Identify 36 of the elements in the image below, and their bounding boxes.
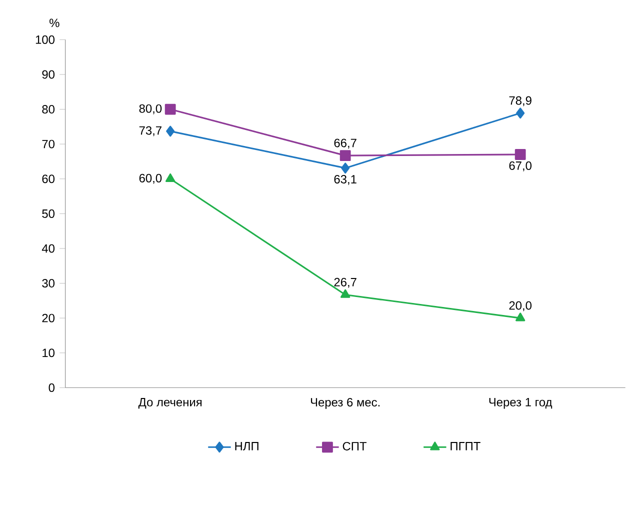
y-tick-label: 100: [36, 35, 55, 44]
y-tick-label: 0: [48, 383, 55, 392]
data-label: 67,0: [509, 161, 532, 172]
data-label: 20,0: [509, 301, 532, 312]
y-tick-label: 10: [42, 348, 55, 358]
data-label: 73,7: [139, 126, 162, 136]
y-tick-label: 20: [42, 314, 55, 322]
legend-label: НЛП: [235, 442, 258, 450]
y-tick-label: 60: [42, 174, 55, 184]
point: [514, 149, 526, 160]
point: [516, 312, 526, 322]
data-label: 63,1: [334, 175, 356, 185]
legend-label: СПТ: [342, 442, 367, 450]
point: [340, 289, 350, 298]
point: [341, 162, 350, 174]
y-tick-label: 70: [42, 140, 55, 148]
y-tick-label: 30: [42, 279, 55, 288]
y-tick-label: 40: [42, 244, 55, 253]
point: [516, 108, 525, 119]
y-axis-title: %: [50, 18, 60, 28]
point: [166, 173, 176, 182]
point: [164, 104, 176, 115]
point: [166, 126, 175, 137]
data-label: 78,9: [509, 96, 532, 106]
y-tick-label: 90: [42, 70, 55, 79]
data-label: 26,7: [334, 278, 356, 288]
y-tick-label: 80: [42, 105, 55, 114]
x-tick-label: Через 6 мес.: [310, 398, 380, 409]
point: [340, 150, 351, 161]
data-label: 60,0: [139, 174, 162, 184]
x-tick-label: До лечения: [138, 398, 202, 409]
legend-label: ПГПТ: [450, 442, 480, 450]
data-label: 66,7: [334, 138, 356, 149]
y-tick-label: 50: [42, 209, 55, 218]
x-tick-label: Через 1 год: [489, 398, 552, 409]
data-label: 80,0: [139, 104, 162, 114]
